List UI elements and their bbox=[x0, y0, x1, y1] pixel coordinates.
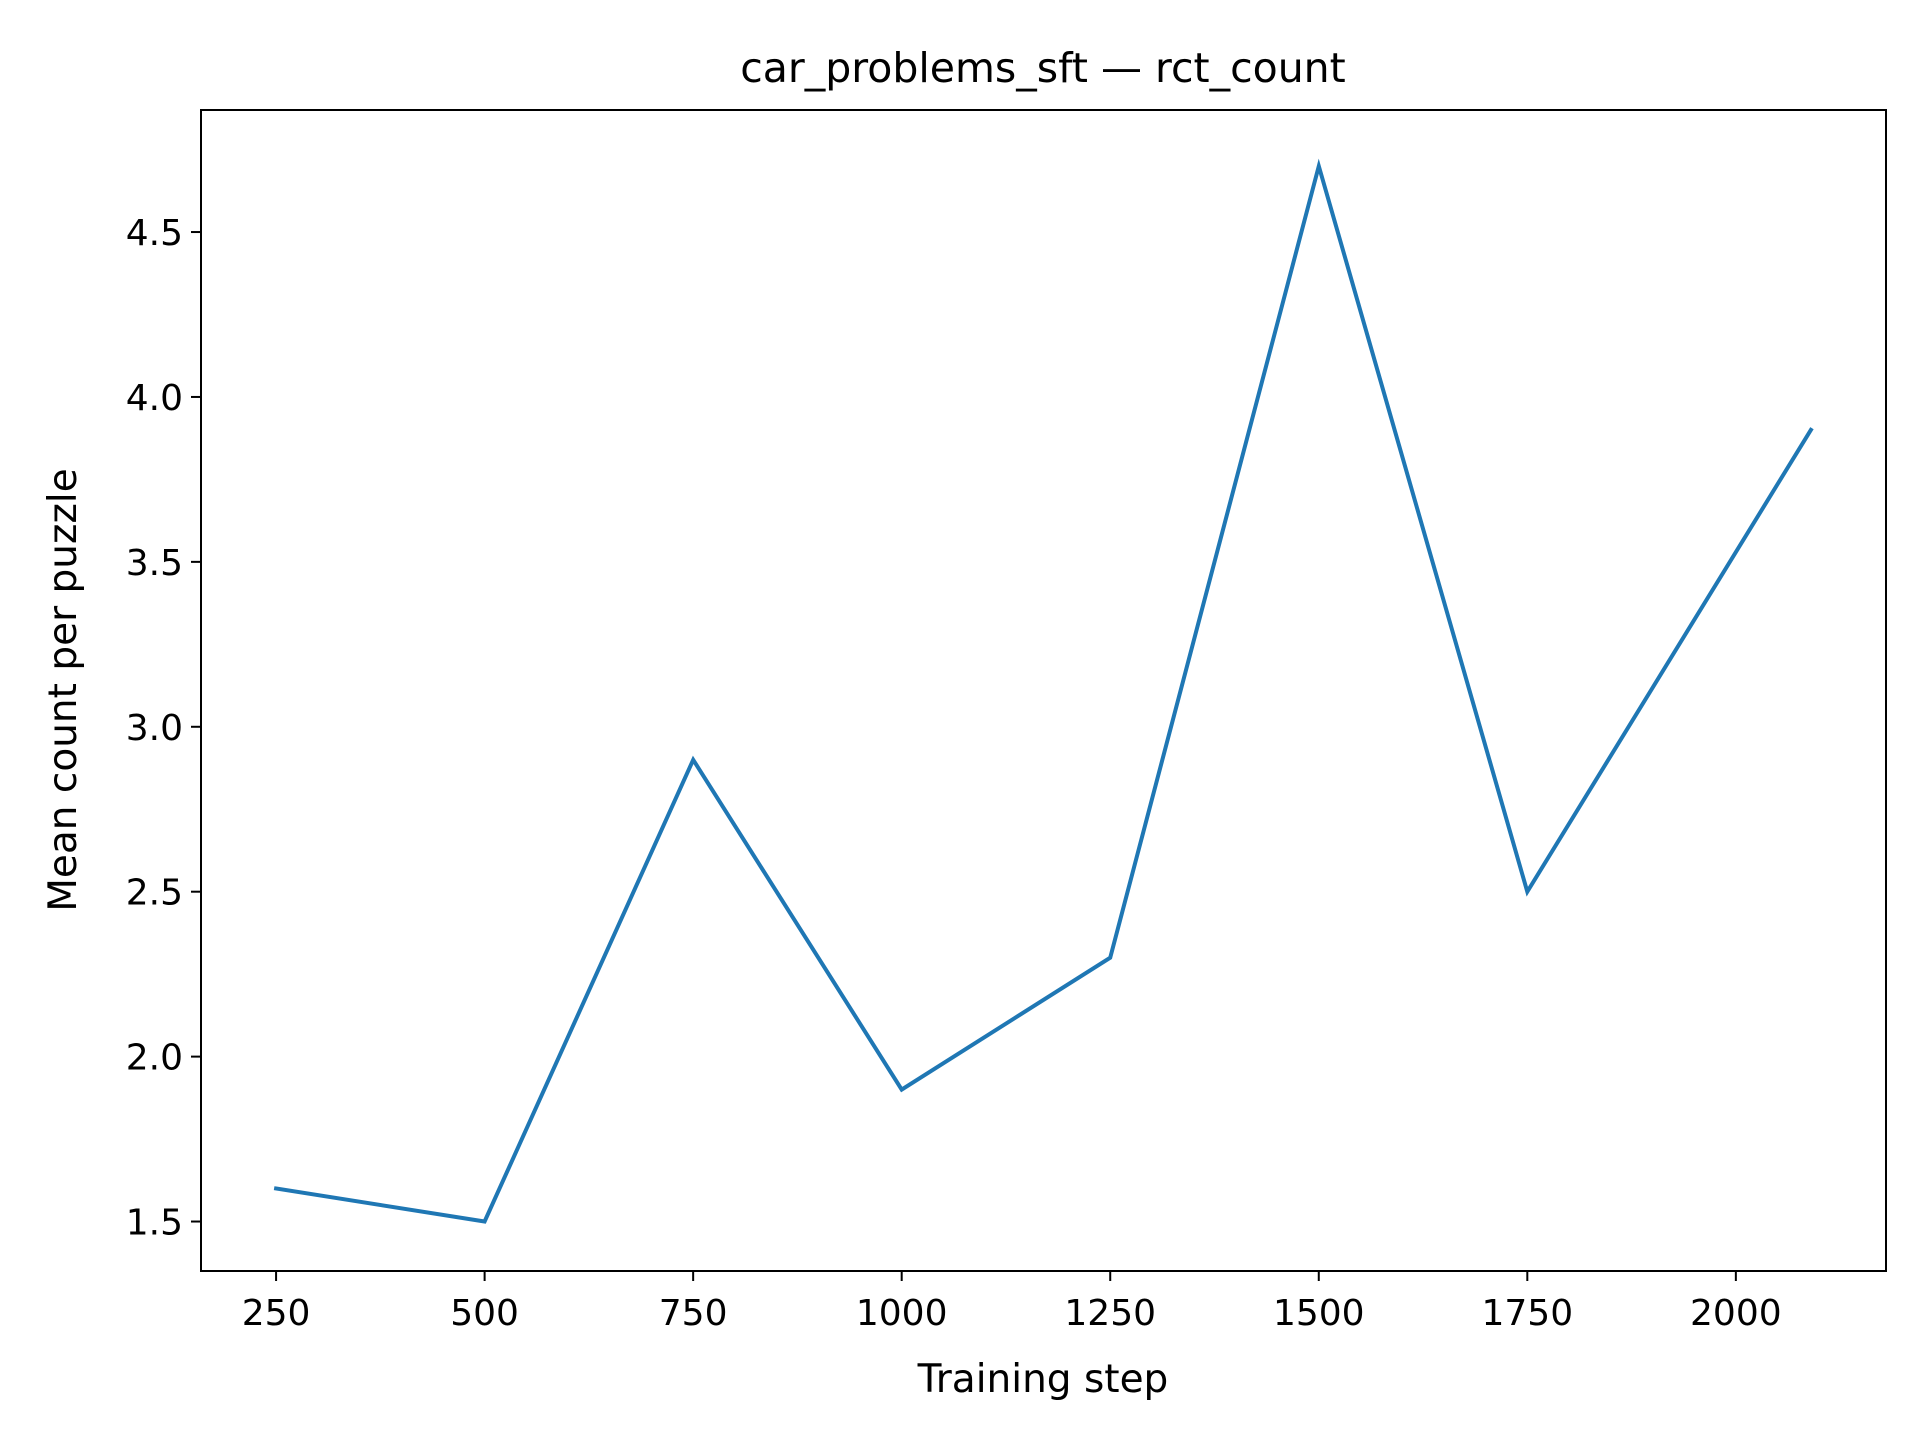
y-tick-label: 4.0 bbox=[126, 378, 183, 419]
y-axis-label: Mean count per puzzle bbox=[41, 468, 86, 912]
y-tick-label: 1.5 bbox=[126, 1203, 183, 1244]
x-tick-label: 1250 bbox=[1064, 1293, 1156, 1334]
series-line bbox=[273, 158, 1814, 1224]
plot-area-frame bbox=[200, 109, 1887, 1272]
series-layer bbox=[273, 158, 1814, 1224]
x-tick-label: 2000 bbox=[1690, 1293, 1782, 1334]
y-tick-label: 2.5 bbox=[126, 873, 183, 914]
chart-title: car_problems_sft — rct_count bbox=[740, 44, 1346, 92]
x-tick-label: 1000 bbox=[856, 1293, 948, 1334]
x-axis-ticks: 250 500 750 1000 1250 1500 1750 2000 bbox=[242, 1271, 1782, 1334]
y-tick-label: 3.5 bbox=[126, 543, 183, 584]
x-tick-label: 1750 bbox=[1481, 1293, 1573, 1334]
x-tick-label: 250 bbox=[242, 1293, 311, 1334]
x-tick-label: 1500 bbox=[1273, 1293, 1365, 1334]
x-tick-label: 750 bbox=[659, 1293, 728, 1334]
y-tick-label: 2.0 bbox=[126, 1038, 183, 1079]
x-tick-label: 500 bbox=[450, 1293, 519, 1334]
y-tick-label: 4.5 bbox=[126, 213, 183, 254]
y-tick-label: 3.0 bbox=[126, 708, 183, 749]
y-axis-ticks: 1.5 2.0 2.5 3.0 3.5 4.0 4.5 bbox=[126, 213, 201, 1244]
x-axis-label: Training step bbox=[917, 1357, 1169, 1402]
